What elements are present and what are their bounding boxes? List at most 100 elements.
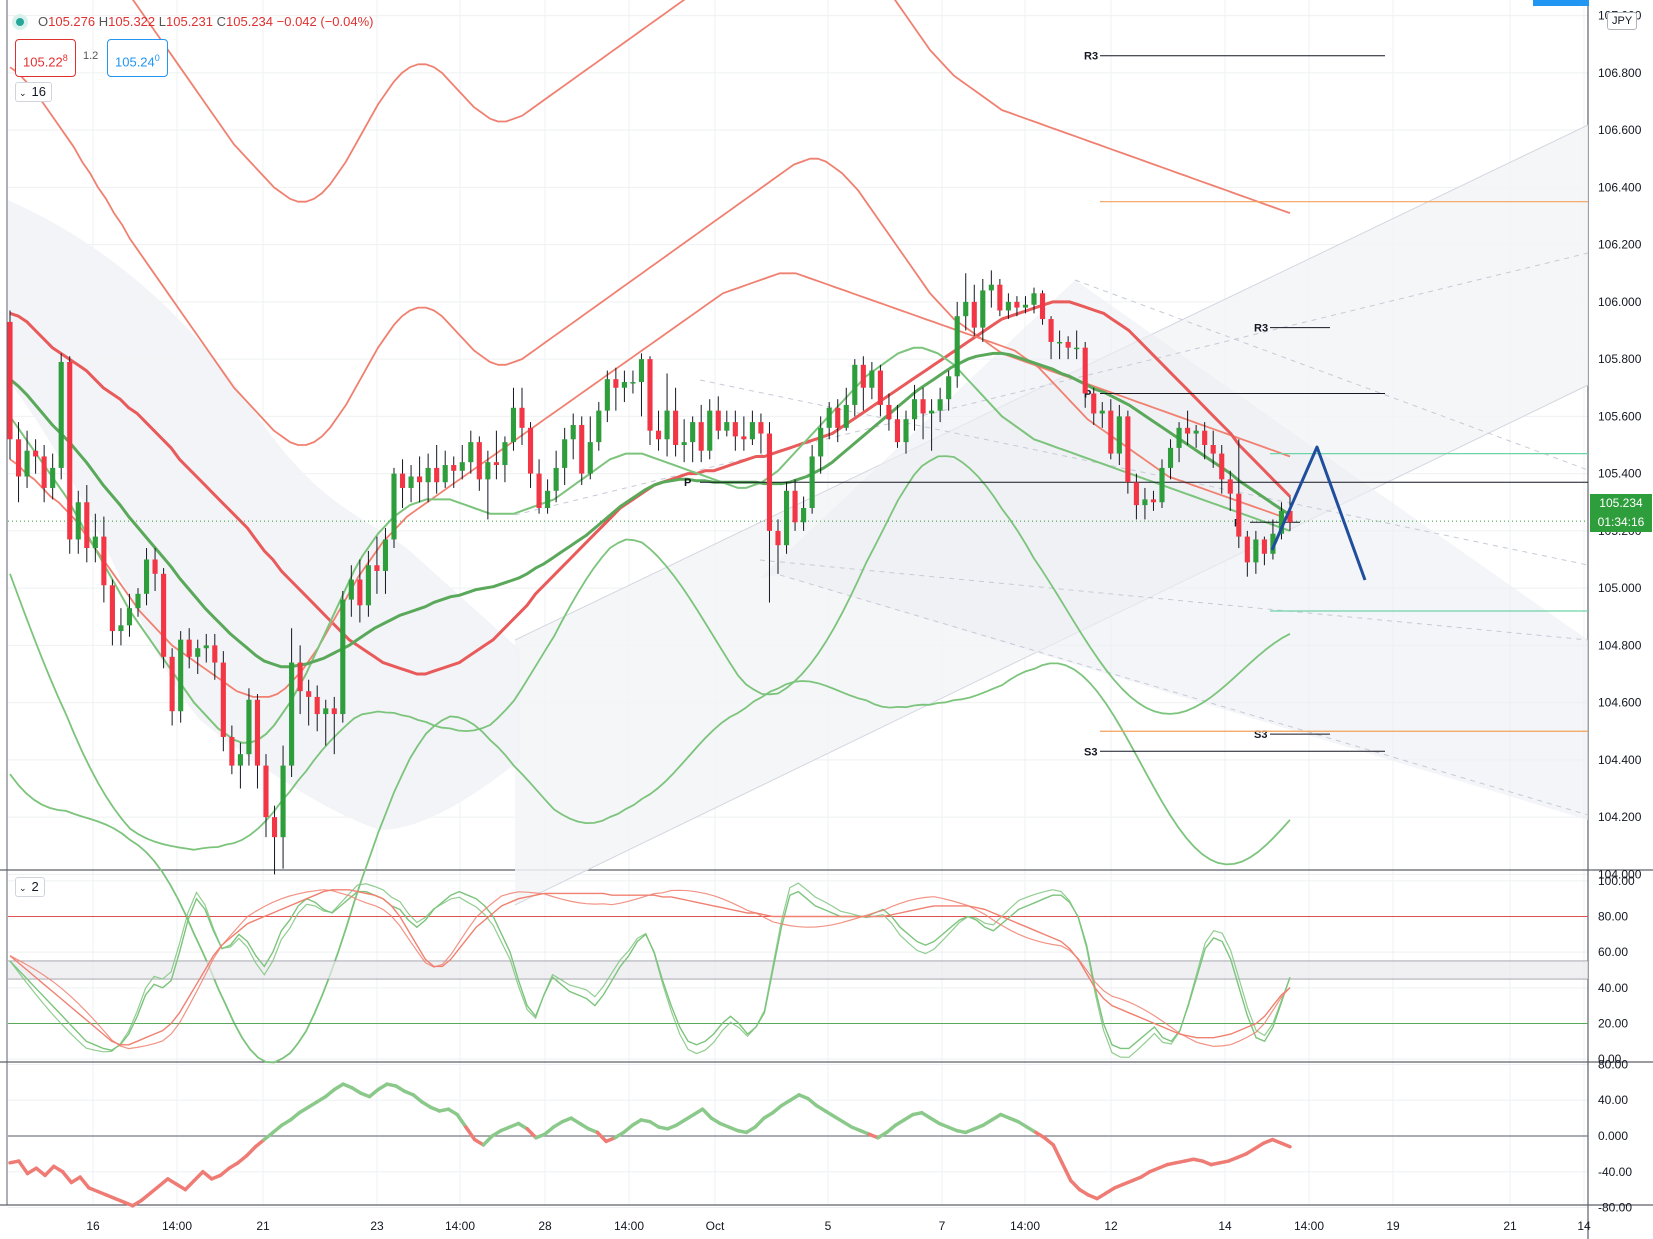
time-tick-label: 21 (1503, 1219, 1517, 1233)
time-tick-label: 7 (939, 1219, 946, 1233)
buy-price-superscript: 0 (154, 53, 160, 63)
candle-body (1048, 319, 1054, 342)
time-tick-label: 14:00 (162, 1219, 192, 1233)
candle-body (365, 565, 371, 606)
candle-body (382, 539, 389, 571)
candle-body (1287, 510, 1293, 523)
momentum-segment (201, 1170, 214, 1181)
candle-body (527, 427, 534, 474)
close-label: C (216, 14, 227, 29)
pitchfork-upper-dashed (1074, 279, 1589, 471)
candle-body (1236, 493, 1242, 537)
candle-body (24, 450, 30, 477)
candle-body (630, 382, 636, 384)
momentum-tick-label: 0.000 (1598, 1129, 1628, 1143)
momentum-segment (157, 1177, 170, 1188)
symbol-status-icon (16, 17, 24, 26)
candle-body (647, 359, 653, 431)
change-value: −0.042 (−0.04%) (276, 14, 374, 29)
candle-body (459, 462, 465, 471)
candle-body (1193, 430, 1199, 434)
price-tick-label: 104.800 (1598, 638, 1642, 652)
main-study-toggle[interactable]: ⌄ 16 (15, 82, 53, 102)
candle-body (553, 467, 559, 491)
candle-body (920, 399, 926, 414)
candle-body (246, 699, 252, 755)
candle-body (545, 490, 551, 508)
candle-body (1142, 499, 1148, 506)
candle-body (621, 382, 627, 388)
pivot-label: R3 (1084, 51, 1098, 63)
pitchfork-middle-dashed (759, 559, 1589, 641)
candle-body (826, 407, 832, 428)
sell-button[interactable]: 105.228 (15, 39, 76, 77)
candle-body (1150, 499, 1157, 503)
candle-body (41, 456, 47, 488)
candle-body (519, 407, 525, 428)
candle-body (655, 430, 662, 440)
candle-body (911, 399, 918, 420)
candle-body (1167, 447, 1174, 468)
momentum-segment (288, 1111, 302, 1122)
candle-body (1074, 347, 1080, 350)
candle-body (732, 422, 738, 437)
candle-body (331, 708, 337, 715)
oscillator-tick-label: 20.00 (1598, 1016, 1628, 1030)
last-price-tag: 105.234 (1590, 494, 1652, 513)
pitchfork-fill (760, 280, 1588, 820)
candle-body (963, 301, 969, 317)
close-value: 105.234 (226, 14, 274, 29)
candle-body (664, 410, 670, 440)
candle-body (741, 436, 747, 440)
currency-badge[interactable]: JPY (1607, 12, 1638, 30)
open-label: O (38, 14, 49, 29)
candle-body (698, 422, 704, 451)
pivot-label: S3 (1084, 746, 1097, 758)
candle-body (502, 442, 508, 466)
candle-body (562, 439, 568, 468)
momentum-segment (455, 1112, 468, 1129)
pivot-label: R3 (1254, 323, 1268, 335)
candle-body (937, 399, 943, 411)
price-tick-label: 104.000 (1598, 867, 1642, 881)
time-tick-label: 14:00 (1010, 1219, 1040, 1233)
oscillator-study-toggle[interactable]: ⌄ 2 (15, 877, 45, 897)
candle-body (1005, 301, 1011, 311)
oscillator-tick-label: 80.00 (1598, 910, 1628, 924)
high-value: 105.322 (108, 14, 156, 29)
candle-body (152, 559, 158, 574)
momentum-segment (884, 1123, 898, 1135)
spread-value: 1.2 (83, 50, 99, 62)
candle-body (1039, 293, 1046, 320)
candle-body (1099, 410, 1105, 414)
momentum-segment (1051, 1143, 1064, 1165)
sell-price-superscript: 8 (62, 53, 68, 63)
candle-body (417, 476, 423, 483)
time-tick-label: 23 (370, 1219, 384, 1233)
oscillator-tick-label: 60.00 (1598, 945, 1628, 959)
candle-body (1176, 427, 1182, 448)
buy-button[interactable]: 105.240 (107, 39, 168, 77)
momentum-segment (262, 1130, 275, 1142)
candle-body (1253, 539, 1259, 563)
candle-body (297, 662, 303, 692)
candle-body (237, 754, 243, 766)
candle-body (971, 301, 977, 328)
time-tick-label: 5 (825, 1219, 832, 1233)
momentum-segment (1279, 1141, 1292, 1149)
candle-body (903, 419, 909, 443)
candle-body (835, 407, 841, 428)
time-tick-label: 14 (1218, 1219, 1232, 1233)
pivot-label: P (684, 477, 691, 489)
candle-body (1057, 341, 1063, 344)
candle-body (570, 424, 576, 440)
momentum-segment (43, 1164, 56, 1178)
green-outer-lower-band-line (9, 662, 1291, 1064)
candle-body (1261, 539, 1267, 554)
candle-body (1031, 293, 1037, 305)
candle-body (894, 419, 901, 443)
candle-body (186, 639, 192, 657)
price-tick-label: 105.800 (1598, 352, 1642, 366)
candle-body (263, 765, 269, 818)
